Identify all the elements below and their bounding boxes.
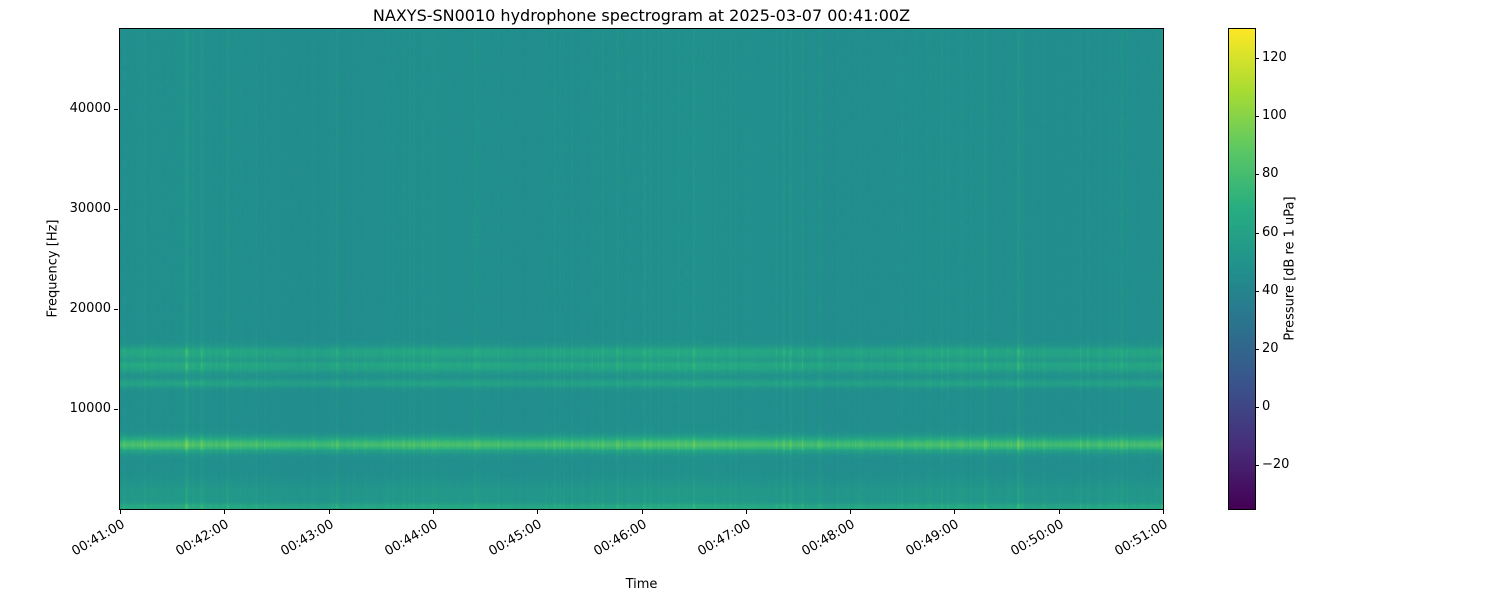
y-tick-label: 20000 <box>69 301 111 316</box>
x-tick-mark <box>537 510 538 514</box>
x-tick-label: 00:47:00 <box>695 517 754 560</box>
x-tick-label: 00:41:00 <box>69 517 128 560</box>
colorbar-canvas <box>1229 29 1255 509</box>
colorbar-tick-label: 0 <box>1262 399 1271 414</box>
x-tick-label: 00:46:00 <box>591 517 650 560</box>
colorbar-label: Pressure [dB re 1 uPa] <box>1282 196 1298 341</box>
x-tick-mark <box>642 510 643 514</box>
x-tick-label: 00:49:00 <box>903 517 962 560</box>
colorbar-tick-mark <box>1255 174 1259 175</box>
x-tick-mark <box>1059 510 1060 514</box>
x-tick-mark <box>850 510 851 514</box>
y-tick-label: 10000 <box>69 401 111 416</box>
x-tick-mark <box>329 510 330 514</box>
colorbar-tick-label: 40 <box>1262 283 1279 298</box>
colorbar-tick-label: 100 <box>1262 108 1287 123</box>
y-axis-label: Frequency [Hz] <box>45 219 61 318</box>
x-tick-label: 00:51:00 <box>1112 517 1171 560</box>
spectrogram-canvas <box>120 29 1163 509</box>
colorbar-tick-label: 120 <box>1262 50 1287 65</box>
y-tick-label: 40000 <box>69 101 111 116</box>
x-tick-label: 00:48:00 <box>799 517 858 560</box>
colorbar-tick-mark <box>1255 116 1259 117</box>
colorbar-tick-label: 60 <box>1262 225 1279 240</box>
x-tick-mark <box>224 510 225 514</box>
chart-title: NAXYS-SN0010 hydrophone spectrogram at 2… <box>372 6 911 25</box>
colorbar-tick-label: 20 <box>1262 341 1279 356</box>
colorbar-tick-label: −20 <box>1262 457 1290 472</box>
x-tick-mark <box>120 510 121 514</box>
y-tick-mark <box>114 409 118 410</box>
colorbar-tick-label: 80 <box>1262 166 1279 181</box>
y-tick-mark <box>114 109 118 110</box>
x-tick-label: 00:50:00 <box>1008 517 1067 560</box>
colorbar-tick-mark <box>1255 291 1259 292</box>
x-tick-label: 00:43:00 <box>278 517 337 560</box>
x-tick-label: 00:44:00 <box>382 517 441 560</box>
y-tick-label: 30000 <box>69 201 111 216</box>
spectrogram-plot <box>119 28 1164 510</box>
colorbar <box>1228 28 1256 510</box>
x-tick-label: 00:42:00 <box>173 517 232 560</box>
colorbar-tick-mark <box>1255 349 1259 350</box>
colorbar-tick-mark <box>1255 233 1259 234</box>
x-tick-mark <box>433 510 434 514</box>
colorbar-tick-mark <box>1255 465 1259 466</box>
colorbar-tick-mark <box>1255 58 1259 59</box>
x-tick-mark <box>746 510 747 514</box>
x-tick-mark <box>1163 510 1164 514</box>
x-tick-mark <box>954 510 955 514</box>
x-tick-label: 00:45:00 <box>486 517 545 560</box>
x-axis-label: Time <box>625 577 658 592</box>
y-tick-mark <box>114 309 118 310</box>
colorbar-tick-mark <box>1255 407 1259 408</box>
y-tick-mark <box>114 209 118 210</box>
